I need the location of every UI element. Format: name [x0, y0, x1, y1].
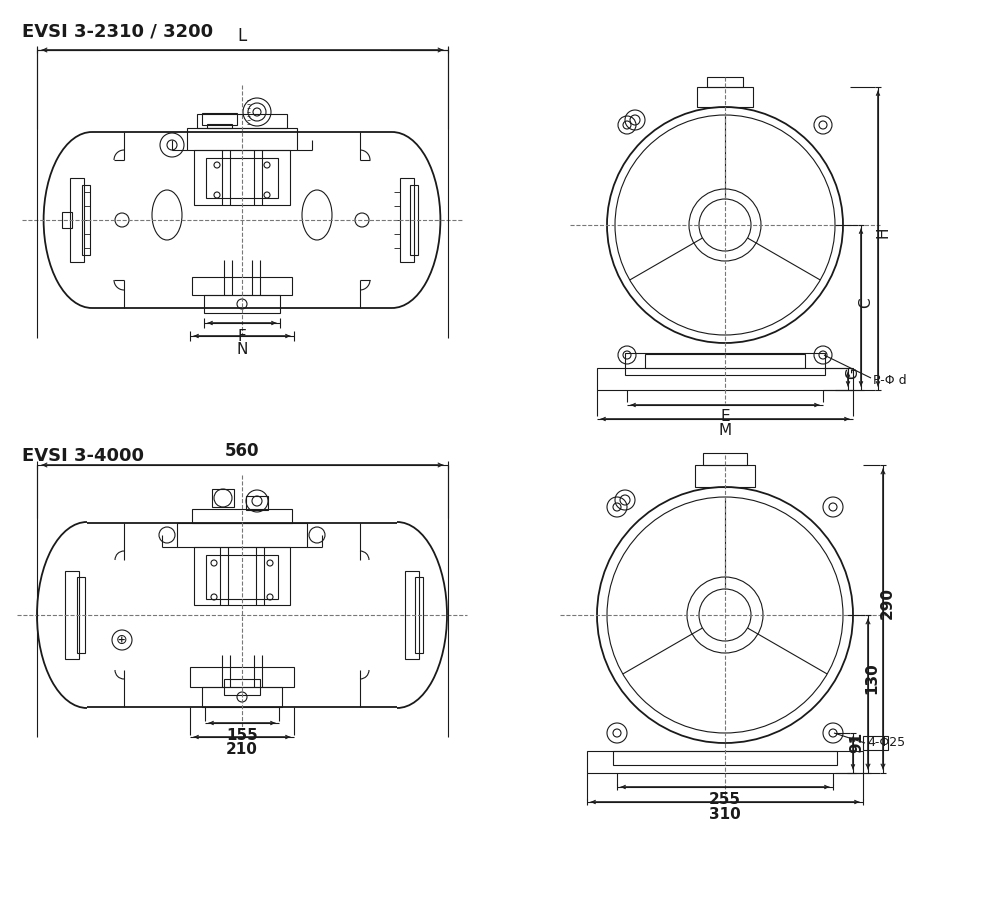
Bar	[197, 114, 287, 128]
Bar	[645, 354, 805, 368]
Bar	[695, 465, 755, 487]
Bar	[415, 577, 423, 653]
Text: 310: 310	[709, 807, 741, 822]
Bar	[194, 150, 290, 205]
Text: E: E	[720, 409, 730, 424]
Bar	[212, 489, 234, 507]
Text: P-Φ d: P-Φ d	[873, 374, 907, 386]
Bar	[77, 577, 85, 653]
Text: C: C	[858, 297, 874, 308]
Bar	[410, 185, 418, 255]
Text: 255: 255	[709, 792, 741, 807]
Text: EVSI 3-4000: EVSI 3-4000	[22, 447, 144, 465]
Text: H: H	[876, 227, 891, 239]
Bar	[194, 547, 290, 605]
Text: L: L	[237, 27, 247, 45]
Bar	[625, 353, 825, 375]
Bar	[206, 555, 278, 599]
Bar	[697, 87, 753, 107]
Bar	[70, 178, 84, 262]
Text: 560: 560	[225, 442, 259, 460]
Bar	[597, 368, 853, 390]
Text: 290: 290	[880, 587, 895, 619]
Bar	[82, 185, 90, 255]
Text: EVSI 3-2310 / 3200: EVSI 3-2310 / 3200	[22, 22, 213, 40]
Bar	[192, 509, 292, 523]
Text: 91: 91	[850, 732, 864, 753]
Text: N: N	[236, 342, 248, 357]
Bar	[587, 751, 863, 773]
Text: 155: 155	[226, 728, 258, 743]
Text: ⊕: ⊕	[116, 633, 128, 647]
Bar	[613, 751, 837, 765]
Bar	[65, 571, 79, 659]
Text: G: G	[846, 367, 860, 379]
Bar	[703, 453, 747, 465]
Text: 130: 130	[864, 662, 880, 694]
Bar	[202, 687, 282, 707]
Text: M: M	[718, 423, 732, 438]
Bar	[187, 128, 297, 150]
Bar	[202, 113, 237, 125]
Bar	[224, 679, 260, 695]
Bar	[707, 77, 743, 87]
Bar	[190, 667, 294, 687]
Bar	[400, 178, 414, 262]
Bar	[246, 496, 268, 510]
Bar	[62, 212, 72, 228]
Text: 210: 210	[226, 742, 258, 757]
Bar	[192, 277, 292, 295]
Bar	[863, 736, 888, 750]
Bar	[204, 295, 280, 313]
Bar	[206, 158, 278, 198]
Bar	[405, 571, 419, 659]
Text: F: F	[238, 329, 246, 344]
Bar	[207, 124, 232, 128]
Text: 4-Φ25: 4-Φ25	[867, 736, 905, 750]
Bar	[177, 523, 307, 547]
